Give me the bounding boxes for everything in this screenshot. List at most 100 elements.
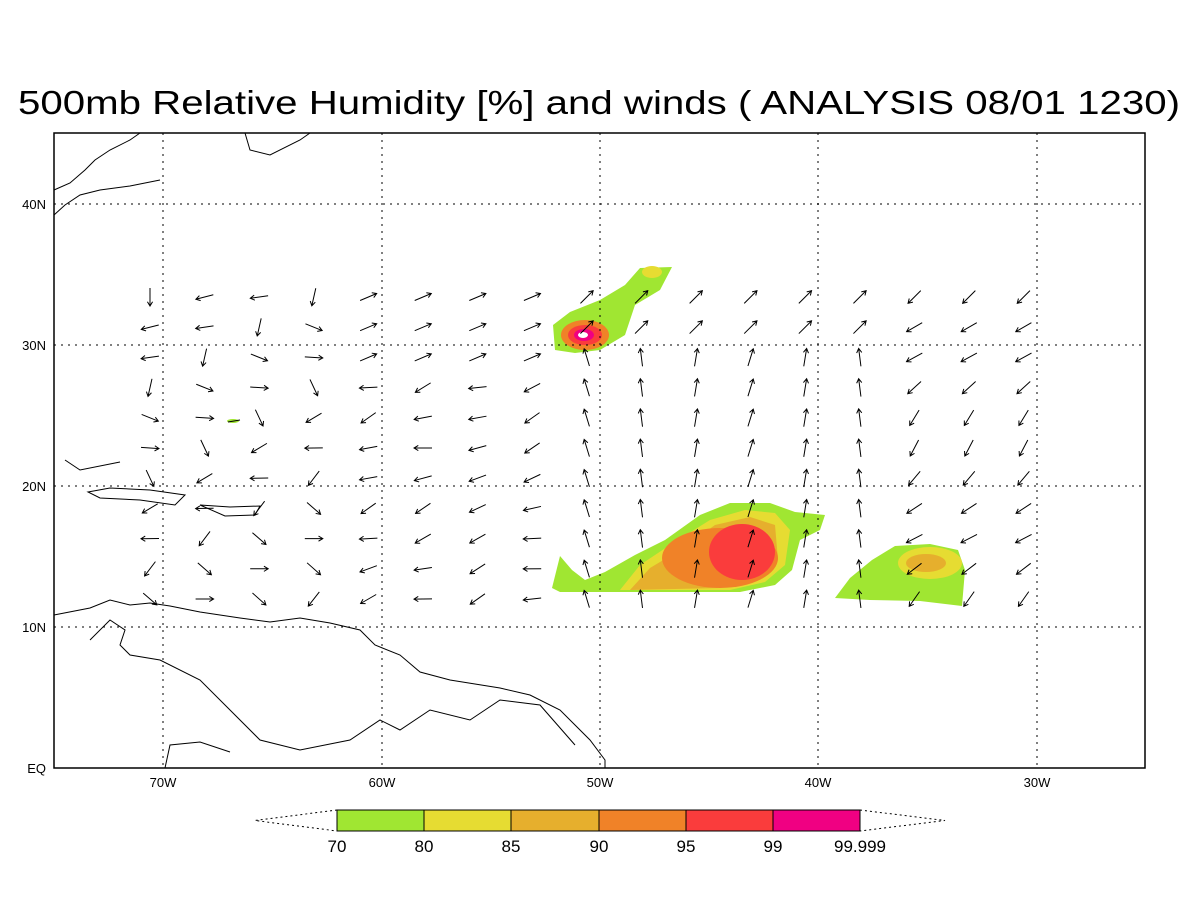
wind-arrow	[961, 562, 977, 575]
wind-arrow	[637, 498, 644, 518]
humidity-area	[906, 554, 946, 572]
wind-arrow	[747, 589, 755, 608]
wind-arrow	[141, 413, 160, 423]
axis-labels: 70W 60W 50W 40W 30W EQ 10N 20N 30N 40N	[22, 197, 1051, 790]
wind-arrow	[1016, 381, 1031, 395]
wind-arrow	[413, 445, 433, 452]
wind-arrow	[252, 532, 267, 546]
lon-label: 70W	[150, 775, 177, 790]
wind-arrow	[803, 438, 809, 457]
wind-arrow	[856, 347, 863, 367]
wind-arrow	[637, 438, 644, 457]
coast	[64, 419, 241, 471]
wind-arrow	[523, 442, 540, 454]
wind-arrow	[142, 592, 158, 606]
wind-arrow	[637, 377, 644, 397]
wind-arrow	[524, 412, 540, 424]
wind-arrow	[195, 415, 215, 422]
wind-arrow	[803, 528, 809, 548]
wind-arrow	[747, 347, 755, 367]
wind-arrow	[250, 353, 269, 363]
wind-arrow	[194, 505, 214, 512]
wind-arrow	[469, 563, 486, 575]
wind-arrow	[145, 378, 153, 398]
wind-arrow	[856, 589, 863, 608]
wind-arrow	[693, 347, 700, 367]
lat-label: EQ	[27, 761, 46, 776]
wind-arrow	[693, 589, 700, 608]
colorbar-label: 99.999	[834, 837, 886, 856]
wind-arrow	[523, 352, 542, 362]
colorbar-extension	[254, 809, 338, 832]
wind-arrow	[905, 352, 923, 363]
wind-arrow	[582, 498, 590, 518]
wind-arrow	[803, 498, 809, 518]
wind-arrow	[856, 498, 863, 518]
wind-arrow	[359, 594, 377, 605]
lat-label: 40N	[22, 197, 46, 212]
wind-arrow	[907, 470, 921, 486]
colorbar-label: 99	[764, 837, 783, 856]
wind-arrow	[1016, 290, 1031, 305]
wind-arrow	[961, 290, 976, 305]
wind-arrow	[197, 562, 213, 576]
wind-arrow	[200, 348, 208, 368]
wind-arrow	[907, 290, 922, 305]
coast	[53, 599, 606, 768]
wind-arrow	[689, 289, 704, 304]
wind-arrow	[803, 347, 809, 367]
wind-arrow	[1018, 439, 1029, 457]
wind-arrow	[905, 534, 923, 544]
wind-arrow	[469, 593, 486, 605]
wind-arrow	[1014, 352, 1032, 363]
lon-label: 60W	[369, 775, 396, 790]
wind-arrow	[413, 475, 432, 483]
wind-arrow	[358, 445, 378, 452]
wind-arrow	[358, 384, 378, 391]
wind-arrow	[468, 474, 487, 483]
wind-arrow	[143, 561, 156, 577]
wind-arrow	[803, 407, 809, 427]
wind-arrow	[856, 438, 863, 457]
wind-arrow	[747, 378, 755, 397]
wind-arrow	[141, 503, 158, 514]
colorbar-label: 80	[415, 837, 434, 856]
wind-arrow	[960, 322, 978, 333]
graticule	[54, 133, 1145, 768]
wind-arrow	[582, 408, 590, 427]
wind-arrow	[304, 354, 324, 361]
wind-arrow	[522, 596, 542, 603]
wind-arrow	[582, 589, 590, 608]
wind-arrow	[523, 473, 541, 484]
map-frame	[53, 132, 1146, 769]
coast	[164, 741, 231, 769]
wind-arrow	[582, 468, 590, 487]
wind-arrow	[963, 409, 975, 427]
humidity-field	[227, 266, 965, 606]
wind-arrow	[140, 445, 160, 452]
wind-arrow	[580, 289, 594, 304]
wind-arrow	[580, 320, 594, 334]
wind-arrow	[255, 318, 262, 337]
coast	[53, 132, 311, 216]
wind-arrow	[195, 595, 215, 603]
wind-arrow	[414, 533, 432, 544]
wind-arrow	[803, 589, 809, 608]
wind-arrow	[250, 565, 270, 572]
wind-arrow	[468, 533, 486, 544]
lat-label: 10N	[22, 620, 46, 635]
wind-arrow	[743, 320, 758, 334]
wind-arrow	[634, 320, 649, 334]
wind-arrow	[906, 503, 923, 514]
wind-arrow	[856, 468, 863, 488]
wind-arrow	[250, 442, 268, 454]
wind-arrow	[467, 385, 487, 392]
wind-arrow	[906, 562, 922, 575]
wind-arrow	[907, 381, 922, 395]
colorbar: 70 80 85 90 95 99 99.999	[254, 809, 946, 856]
colorbar-box	[510, 809, 600, 832]
wind-arrow	[693, 558, 700, 578]
wind-arrow	[467, 415, 487, 422]
wind-arrow	[414, 382, 431, 393]
wind-arrow	[798, 289, 813, 304]
